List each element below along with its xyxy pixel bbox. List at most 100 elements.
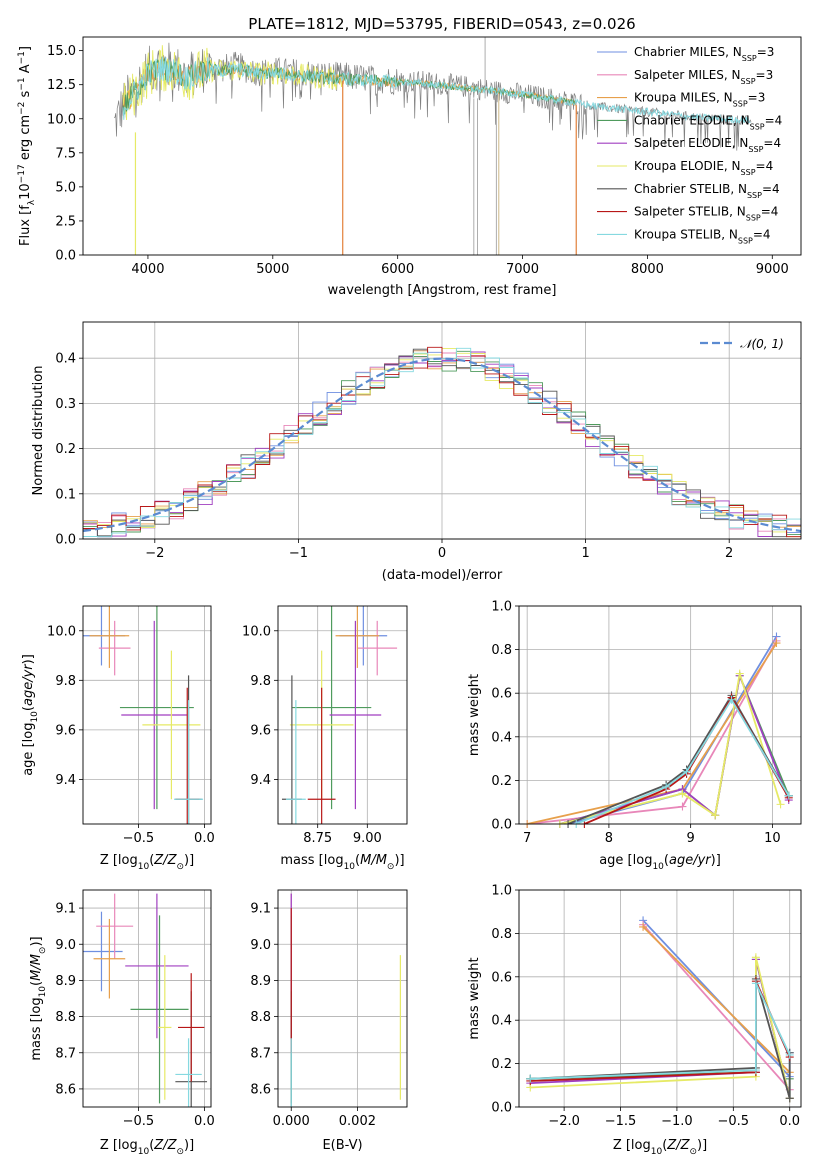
y-axis-label: Flux [fλ10−17 erg cm−2 s−1 A−1] — [17, 46, 37, 246]
x-tick-label: 2 — [725, 546, 733, 561]
legend-label-tail: =4 — [762, 182, 780, 196]
y-tick-label: 0.0 — [491, 818, 512, 833]
x-tick-label: 0 — [438, 546, 446, 561]
y-tick-label: 0.2 — [55, 442, 76, 457]
y-axis-label-part: −17 — [17, 164, 27, 183]
legend-label: 𝒩(0, 1) — [740, 337, 784, 351]
x-axis-label-part: ( — [662, 1138, 667, 1153]
y-axis-label-part: −1 — [17, 51, 27, 64]
x-axis-label: wavelength [Angstrom, rest frame] — [328, 283, 557, 298]
x-axis-label-part: ( — [664, 853, 669, 868]
y-axis-label-part: s — [18, 90, 33, 101]
y-tick-label: 9.1 — [250, 902, 271, 917]
weight-series-line — [559, 673, 782, 824]
x-tick-label: 8.75 — [303, 831, 332, 846]
x-axis-label: Z [log10(Z/Z⊙)] — [100, 1138, 194, 1157]
y-tick-label: 8.7 — [250, 1046, 271, 1061]
mass_vs_ebv-axes: 0.000 0.002 8.6 8.7 8.8 8.9 9.0 9.1 E(B-V) — [250, 889, 408, 1153]
model-spectrum-line — [122, 45, 343, 121]
y-tick-label: 2.5 — [55, 214, 76, 229]
legend-label-main: Kroupa STELIB, N — [634, 227, 738, 241]
legend-label-sub: SSP — [748, 145, 763, 154]
y-axis-label-part: M/M — [29, 954, 44, 981]
x-tick-label: 10 — [764, 831, 781, 846]
x-axis-label: age [log10(age/yr)] — [599, 853, 721, 872]
x-axis-label-part: )] — [184, 1138, 194, 1153]
x-tick-label: 0.000 — [273, 1114, 310, 1129]
x-axis-label-part: 10 — [652, 862, 664, 872]
x-tick-label: 7000 — [506, 262, 539, 277]
x-axis-label: mass [log10(M/M⊙)] — [280, 853, 404, 872]
x-tick-label: 5000 — [256, 262, 289, 277]
legend-label-sub: SSP — [742, 54, 757, 63]
y-axis-label-part: 10 — [38, 986, 48, 998]
legend-label-sub: SSP — [738, 236, 753, 245]
weight-series-line — [530, 982, 791, 1080]
y-tick-label: 9.4 — [55, 773, 76, 788]
y-axis-label-part: ( — [21, 706, 36, 711]
y-tick-label: 0.4 — [55, 352, 76, 367]
weight-point-marker — [727, 695, 736, 704]
x-axis-label-part: ⊙ — [176, 1147, 184, 1157]
weight-point-marker — [682, 767, 691, 776]
x-tick-label: −0.5 — [123, 831, 155, 846]
x-axis-label-part: Z/Z — [153, 853, 177, 868]
weight-point-marker — [751, 953, 760, 962]
weight-series-line — [530, 980, 791, 1082]
y-tick-label: 10.0 — [47, 112, 76, 127]
x-tick-label: −0.5 — [718, 1114, 750, 1129]
legend-label-tail: =4 — [761, 205, 779, 219]
histogram-step — [83, 348, 801, 539]
axes-frame — [518, 889, 802, 1108]
legend-label-main: Kroupa MILES, N — [634, 91, 733, 105]
x-axis-label-part: Z [log — [100, 1138, 138, 1153]
y-tick-label: 10.0 — [47, 624, 76, 639]
weight-series-line — [559, 672, 790, 824]
x-axis-label-part: Z/Z — [666, 1138, 690, 1153]
mass_vs_Z-axes: −0.5 0.08.68.78.88.99.09.1Z [log10(Z/Z⊙)]… — [29, 889, 215, 1157]
y-tick-label: 0.3 — [55, 397, 76, 412]
y-axis-label-part: Flux [f — [18, 205, 33, 246]
y-tick-label: 8.8 — [55, 1010, 76, 1025]
axes-frame — [518, 605, 802, 825]
legend-label-sub: SSP — [741, 76, 756, 85]
axes-frame — [82, 36, 802, 256]
weight-point-marker — [526, 1074, 535, 1083]
legend-label-tail: =3 — [757, 45, 775, 59]
x-axis-label-part: 10 — [344, 862, 356, 872]
y-tick-label: 0.1 — [55, 487, 76, 502]
x-axis-label-part: age [log — [599, 853, 652, 868]
weight-point-marker — [785, 1094, 794, 1103]
legend-label: Kroupa STELIB, NSSP=4 — [634, 227, 771, 245]
y-tick-label: 0.4 — [491, 1014, 512, 1029]
weight-point-marker — [678, 802, 687, 811]
x-axis-label-part: 10 — [138, 862, 150, 872]
x-tick-label: 9.00 — [353, 831, 382, 846]
x-tick-label: 6000 — [381, 262, 414, 277]
weight-series-line — [527, 642, 778, 824]
weight-point-marker — [639, 922, 648, 931]
legend-label-tail: =4 — [763, 136, 781, 150]
y-tick-label: 0.2 — [491, 1057, 512, 1072]
y-tick-label: 9.8 — [250, 674, 271, 689]
legend-label-sub: SSP — [747, 190, 762, 199]
x-tick-label: 9000 — [756, 262, 789, 277]
legend-label: Chabrier ELODIE, NSSP=4 — [634, 113, 782, 130]
y-tick-label: 0.0 — [55, 249, 76, 264]
legend-label-tail: =4 — [765, 113, 783, 127]
y-tick-label: 5.0 — [55, 180, 76, 195]
legend-label: Chabrier STELIB, NSSP=4 — [634, 182, 780, 200]
legend-label: Kroupa ELODIE, NSSP=4 — [634, 159, 773, 177]
legend-label: Salpeter STELIB, NSSP=4 — [634, 205, 778, 223]
y-tick-label: 8.8 — [250, 1010, 271, 1025]
y-tick-label: 0.6 — [491, 687, 512, 702]
y-tick-label: 9.4 — [250, 773, 271, 788]
y-axis-label: mass weight — [467, 957, 482, 1039]
axes-frame — [277, 889, 408, 1108]
weight-point-marker — [735, 669, 744, 678]
y-tick-label: 9.6 — [55, 723, 76, 738]
y-tick-label: 0.4 — [491, 730, 512, 745]
y-tick-label: 8.9 — [55, 974, 76, 989]
x-axis-label-part: ( — [149, 853, 154, 868]
